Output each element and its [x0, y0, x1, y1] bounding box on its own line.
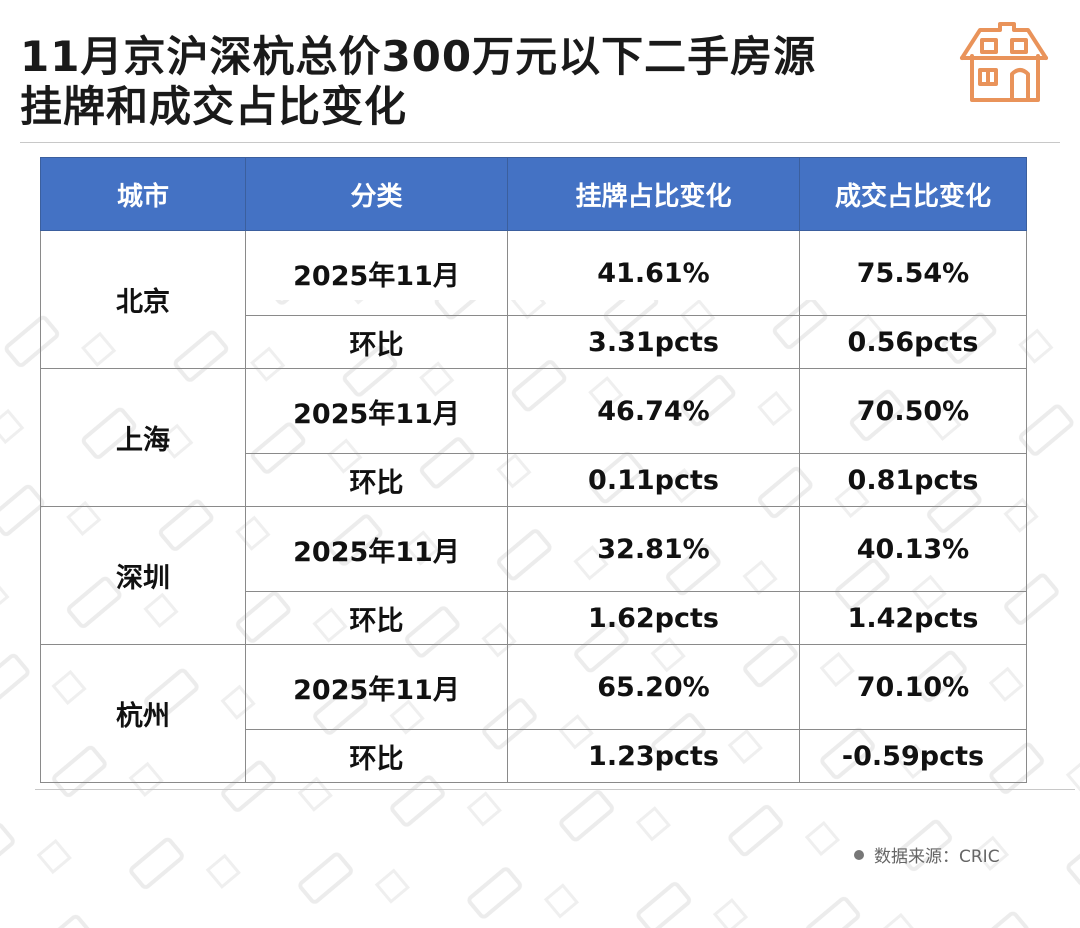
- category-cell: 2025年11月: [245, 644, 508, 730]
- category-cell: 环比: [245, 315, 508, 369]
- header-category: 分类: [245, 157, 508, 231]
- category-cell: 2025年11月: [245, 368, 508, 454]
- city-cell: 北京: [40, 230, 246, 369]
- listing-mom-cell: 1.23pcts: [507, 729, 800, 783]
- category-cell: 2025年11月: [245, 506, 508, 592]
- title-line-2: 挂牌和成交占比变化: [20, 82, 408, 131]
- listing-mom-cell: 0.11pcts: [507, 453, 800, 507]
- house-icon: [960, 22, 1048, 102]
- table-row: 环比 1.62pcts 1.42pcts: [41, 591, 1027, 645]
- table-row: 环比 1.23pcts -0.59pcts: [41, 729, 1027, 783]
- deal-share-cell: 75.54%: [799, 230, 1027, 316]
- table-row: 杭州 2025年11月 65.20% 70.10%: [40, 644, 1027, 783]
- category-cell: 环比: [245, 729, 508, 783]
- table-header-row: 城市 分类 挂牌占比变化 成交占比变化: [40, 157, 1027, 231]
- listing-share-cell: 65.20%: [507, 644, 800, 730]
- bullet-dot-icon: [854, 850, 864, 860]
- data-table: 城市 分类 挂牌占比变化 成交占比变化 北京 2025年11月 41.61% 7…: [40, 157, 1027, 783]
- deal-share-cell: 40.13%: [799, 506, 1027, 592]
- category-cell: 2025年11月: [245, 230, 508, 316]
- city-cell: 上海: [40, 368, 246, 507]
- deal-share-cell: 70.10%: [799, 644, 1027, 730]
- listing-share-cell: 46.74%: [507, 368, 800, 454]
- table-row: 北京 2025年11月 41.61% 75.54%: [40, 230, 1027, 369]
- category-cell: 环比: [245, 591, 508, 645]
- deal-share-cell: 70.50%: [799, 368, 1027, 454]
- listing-mom-cell: 1.62pcts: [507, 591, 800, 645]
- top-divider: [20, 142, 1060, 143]
- bottom-divider: [35, 789, 1075, 790]
- header-city: 城市: [40, 157, 246, 231]
- header-listing-change: 挂牌占比变化: [507, 157, 800, 231]
- city-cell: 杭州: [40, 644, 246, 783]
- header-deal-change: 成交占比变化: [799, 157, 1027, 231]
- deal-mom-cell: 0.81pcts: [799, 453, 1027, 507]
- deal-mom-cell: -0.59pcts: [799, 729, 1027, 783]
- listing-mom-cell: 3.31pcts: [507, 315, 800, 369]
- page-title: 11月京沪深杭总价300万元以下二手房源 挂牌和成交占比变化: [20, 32, 816, 132]
- title-line-1: 11月京沪深杭总价300万元以下二手房源: [20, 32, 817, 81]
- source-note: 数据来源：CRIC: [854, 842, 1000, 867]
- listing-share-cell: 41.61%: [507, 230, 800, 316]
- city-cell: 深圳: [40, 506, 246, 645]
- listing-share-cell: 32.81%: [507, 506, 800, 592]
- table-row: 上海 2025年11月 46.74% 70.50%: [40, 368, 1027, 507]
- table-row: 环比 0.11pcts 0.81pcts: [41, 453, 1027, 507]
- deal-mom-cell: 1.42pcts: [799, 591, 1027, 645]
- source-text: 数据来源：CRIC: [874, 847, 1000, 867]
- deal-mom-cell: 0.56pcts: [799, 315, 1027, 369]
- category-cell: 环比: [245, 453, 508, 507]
- table-row: 深圳 2025年11月 32.81% 40.13%: [40, 506, 1027, 645]
